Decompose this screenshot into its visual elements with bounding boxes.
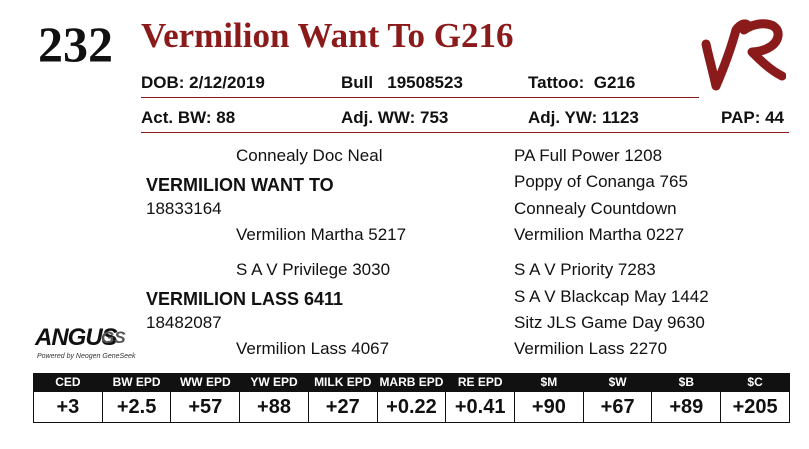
pap-field: PAP: 44 xyxy=(721,108,784,127)
epd-header-yw: YW EPD xyxy=(239,373,309,392)
dam-dam-dam: Vermilion Lass 2270 xyxy=(514,339,668,358)
angus-logo-tagline: Powered by Neogen GeneSeek xyxy=(37,353,136,360)
epd-value-marb: +0.22 xyxy=(376,391,447,423)
dam-name: VERMILION LASS 6411 xyxy=(146,289,344,309)
epd-value-bw: +2.5 xyxy=(101,391,172,423)
sire-name: VERMILION WANT TO xyxy=(146,175,334,195)
birth-weight-field: Act. BW: 88 xyxy=(141,108,236,127)
divider-line xyxy=(141,132,789,133)
epd-header-ced: CED xyxy=(33,373,103,392)
epd-value-c: +205 xyxy=(720,391,790,423)
epd-value-re: +0.41 xyxy=(445,391,516,423)
epd-header-c: $C xyxy=(720,373,790,392)
divider-line xyxy=(141,97,699,98)
epd-value-b: +89 xyxy=(651,391,722,423)
dam-registration: 18482087 xyxy=(146,313,222,332)
lot-number: 232 xyxy=(38,16,113,72)
dam-dam-sire: Sitz JLS Game Day 9630 xyxy=(514,313,705,332)
epd-value-row: +3 +2.5 +57 +88 +27 +0.22 +0.41 +90 +67 … xyxy=(33,391,790,423)
sire-sire-dam: Poppy of Conanga 765 xyxy=(514,172,688,191)
angus-logo-suffix: GS xyxy=(101,328,126,347)
epd-value-m: +90 xyxy=(514,391,584,423)
tattoo-field: Tattoo: G216 xyxy=(528,73,636,92)
epd-value-ced: +3 xyxy=(33,391,103,423)
epd-value-ww: +57 xyxy=(170,391,241,423)
sire-sire-sire: PA Full Power 1208 xyxy=(514,146,663,165)
sire-dam-dam: Vermilion Martha 0227 xyxy=(514,225,685,244)
epd-value-w: +67 xyxy=(582,391,653,423)
epd-header-milk: MILK EPD xyxy=(307,373,378,392)
epd-value-milk: +27 xyxy=(307,391,378,423)
epd-header-row: CED BW EPD WW EPD YW EPD MILK EPD MARB E… xyxy=(33,373,790,392)
epd-header-re: RE EPD xyxy=(445,373,516,392)
dob-field: DOB: 2/12/2019 xyxy=(141,73,265,92)
dam-sire-sire: S A V Priority 7283 xyxy=(514,260,656,279)
animal-name: Vermilion Want To G216 xyxy=(141,16,514,55)
registration-field: Bull 19508523 xyxy=(341,73,463,92)
sire-registration: 18833164 xyxy=(146,199,222,218)
angus-gs-logo: ANGUS GS Powered by Neogen GeneSeek xyxy=(35,324,145,368)
dam-sire-dam: S A V Blackcap May 1442 xyxy=(514,287,709,306)
vr-brand-logo-icon xyxy=(701,19,786,91)
epd-header-b: $B xyxy=(651,373,722,392)
sire-dam: Vermilion Martha 5217 xyxy=(236,225,407,244)
weaning-weight-field: Adj. WW: 753 xyxy=(341,108,449,127)
sire-sire: Connealy Doc Neal xyxy=(236,146,383,165)
angus-logo-word: ANGUS xyxy=(35,324,118,351)
sire-dam-sire: Connealy Countdown xyxy=(514,199,677,218)
epd-value-yw: +88 xyxy=(239,391,309,423)
dam-sire: S A V Privilege 3030 xyxy=(236,260,391,279)
yearling-weight-field: Adj. YW: 1123 xyxy=(528,108,639,127)
epd-header-bw: BW EPD xyxy=(101,373,172,392)
epd-header-ww: WW EPD xyxy=(170,373,241,392)
epd-table: CED BW EPD WW EPD YW EPD MILK EPD MARB E… xyxy=(33,373,790,423)
epd-header-marb: MARB EPD xyxy=(376,373,447,392)
epd-header-w: $W xyxy=(582,373,653,392)
epd-header-m: $M xyxy=(514,373,584,392)
dam-dam: Vermilion Lass 4067 xyxy=(236,339,390,358)
